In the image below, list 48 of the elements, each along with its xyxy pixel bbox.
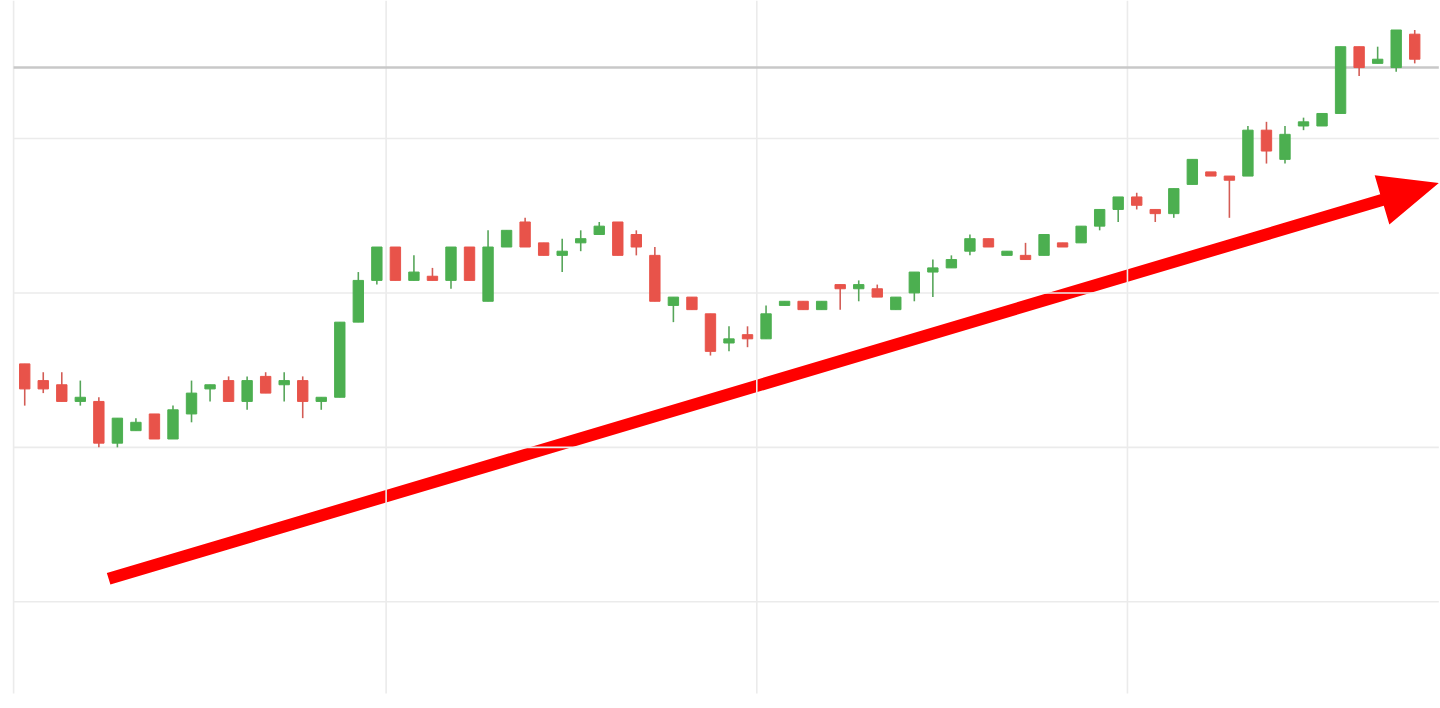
candlestick	[556, 238, 568, 274]
candlestick	[1260, 121, 1273, 165]
candlestick	[297, 376, 309, 420]
candlestick	[519, 217, 531, 249]
candlestick	[222, 376, 235, 403]
candlestick	[612, 221, 624, 257]
candlestick	[927, 259, 939, 299]
candlestick	[575, 229, 587, 253]
candlestick	[630, 229, 643, 257]
candlestick	[704, 313, 717, 357]
candlestick	[1353, 46, 1365, 78]
candlestick	[389, 246, 402, 282]
candlestick	[1093, 209, 1106, 232]
candlestick	[111, 417, 124, 449]
candlestick	[853, 280, 865, 303]
candlestick	[1279, 125, 1291, 165]
candlestick	[148, 413, 161, 440]
candlestick	[741, 325, 754, 349]
candlestick	[278, 371, 290, 403]
candlestick	[1242, 125, 1254, 178]
candlestick	[723, 325, 735, 353]
candlestick	[1390, 29, 1402, 73]
candlestick	[185, 380, 198, 424]
candlestick	[964, 234, 976, 257]
candlestick	[445, 246, 457, 290]
candlestick	[1168, 188, 1180, 220]
candlestick	[760, 305, 772, 341]
candlestick	[1186, 159, 1199, 186]
candlestick	[167, 405, 179, 441]
candlestick	[56, 371, 68, 403]
candlestick	[241, 376, 253, 411]
candlestick	[37, 371, 49, 395]
candlestick	[1112, 196, 1124, 224]
candlestick	[834, 284, 846, 311]
candlestick	[74, 380, 87, 407]
candlestick	[1223, 175, 1236, 220]
candlestick	[352, 271, 365, 324]
candlestick	[1038, 234, 1050, 257]
candlestick	[259, 371, 272, 395]
candlestick	[408, 254, 420, 282]
candlestick	[93, 396, 105, 449]
candlestick	[463, 246, 476, 282]
candlestick	[371, 246, 383, 286]
candlestick	[908, 271, 921, 303]
candlestick	[19, 363, 31, 407]
candlestick	[1409, 29, 1421, 65]
candlestick	[649, 246, 661, 303]
candlestick	[667, 296, 680, 324]
